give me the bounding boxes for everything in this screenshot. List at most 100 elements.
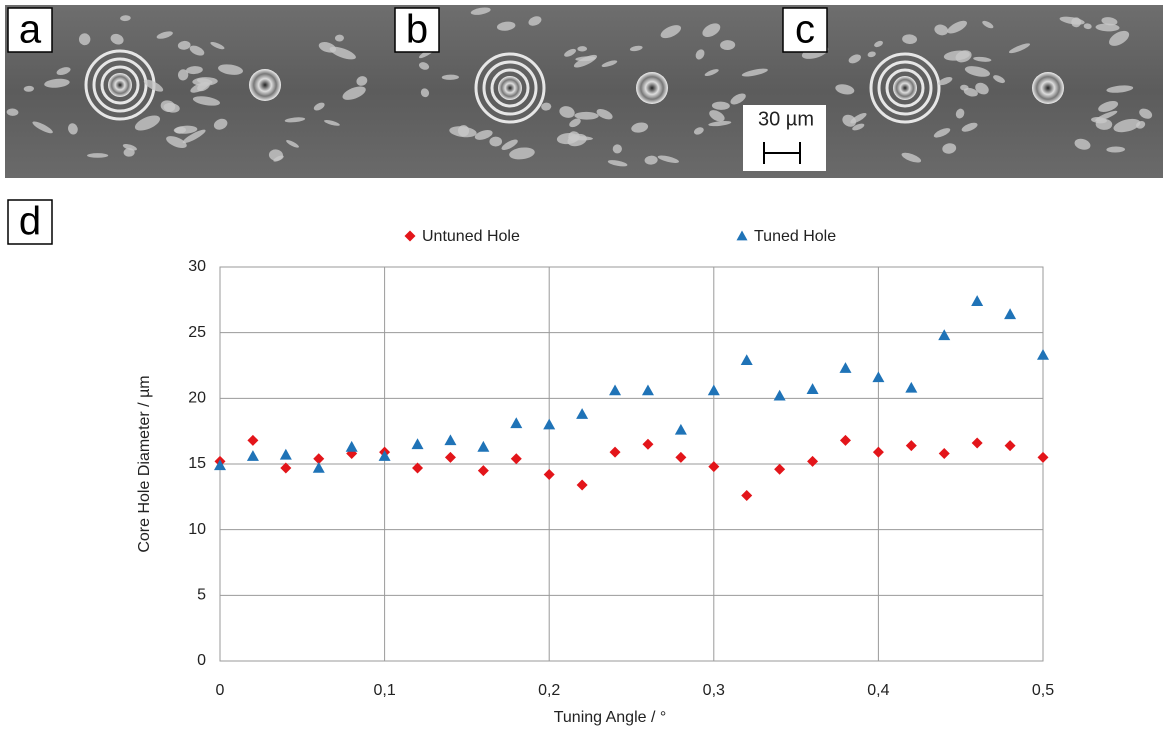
debris (120, 15, 131, 22)
panel-letter: c (795, 8, 815, 52)
debris (973, 56, 992, 62)
sem-strip (5, 5, 1163, 178)
x-tick-label: 0,2 (538, 682, 560, 699)
debris (1008, 43, 1031, 54)
debris (947, 20, 968, 34)
debris (87, 153, 109, 158)
marker (444, 434, 457, 446)
marker (1004, 308, 1017, 320)
debris (213, 118, 228, 130)
debris (134, 115, 161, 131)
debris (32, 121, 53, 134)
panel-letter: a (19, 8, 42, 52)
marker (905, 440, 917, 452)
debris (1091, 117, 1107, 124)
debris (933, 128, 951, 138)
y-tick-label: 30 (188, 258, 206, 275)
marker (707, 384, 720, 396)
ring (92, 57, 148, 113)
debris (78, 33, 91, 46)
y-axis-title: Core Hole Diameter / µm (136, 375, 153, 552)
debris (867, 51, 876, 58)
debris (496, 21, 516, 31)
marker (378, 450, 391, 461)
debris (329, 46, 356, 60)
debris (575, 56, 596, 62)
marker (576, 408, 589, 419)
marker (938, 447, 950, 459)
debris (356, 76, 368, 86)
debris (143, 79, 164, 92)
ring (482, 60, 538, 116)
y-tick-label: 5 (197, 587, 206, 604)
debris (177, 69, 189, 81)
debris (607, 160, 628, 167)
debris (577, 46, 588, 52)
debris (1139, 108, 1153, 119)
debris (559, 106, 575, 118)
marker (938, 329, 951, 341)
debris (44, 78, 70, 88)
legend-marker (404, 230, 416, 242)
marker (971, 437, 983, 449)
debris (982, 20, 994, 29)
marker (642, 438, 654, 450)
debris (961, 122, 978, 132)
sem-images (5, 5, 1163, 178)
debris (313, 102, 325, 111)
marker (839, 434, 851, 446)
debris (474, 130, 493, 140)
marker (246, 450, 259, 461)
debris (528, 16, 542, 26)
debris (695, 49, 705, 60)
debris (975, 82, 989, 95)
x-axis-title: Tuning Angle / ° (554, 709, 667, 726)
debris (1071, 17, 1082, 28)
debris (210, 41, 225, 50)
marker (247, 434, 259, 446)
debris (541, 102, 552, 111)
debris (901, 152, 922, 163)
hole (498, 76, 522, 100)
legend-marker (736, 230, 748, 241)
debris (902, 34, 918, 44)
marker (510, 417, 523, 429)
debris (657, 155, 680, 163)
debris (709, 110, 725, 122)
marker (674, 423, 687, 435)
debris (569, 118, 581, 128)
debris (708, 120, 732, 127)
debris (68, 123, 78, 135)
debris (942, 143, 957, 154)
marker (773, 389, 786, 401)
marker (741, 490, 753, 502)
debris (166, 136, 187, 149)
debris (160, 100, 176, 112)
scale-bar: 30 µm (743, 105, 826, 171)
debris (702, 23, 721, 38)
debris (342, 86, 366, 100)
debris (1095, 23, 1120, 32)
debris (197, 81, 210, 92)
debris (596, 109, 613, 120)
marker (740, 354, 753, 366)
y-tick-label: 20 (188, 390, 206, 407)
debris (418, 62, 430, 70)
debris (268, 149, 284, 161)
x-tick-label: 0,4 (867, 682, 889, 699)
debris (189, 45, 205, 56)
panel-box (394, 7, 440, 53)
hole (1032, 72, 1064, 104)
debris (704, 69, 719, 77)
debris (631, 122, 649, 133)
x-tick-label: 0,1 (373, 682, 395, 699)
debris (720, 40, 736, 51)
marker (477, 465, 489, 477)
marker (774, 463, 786, 475)
debris (23, 85, 35, 92)
marker (641, 384, 654, 396)
debris (644, 155, 658, 165)
marker (971, 295, 984, 306)
debris (218, 64, 243, 75)
panel-labels: a b c d (7, 7, 828, 245)
